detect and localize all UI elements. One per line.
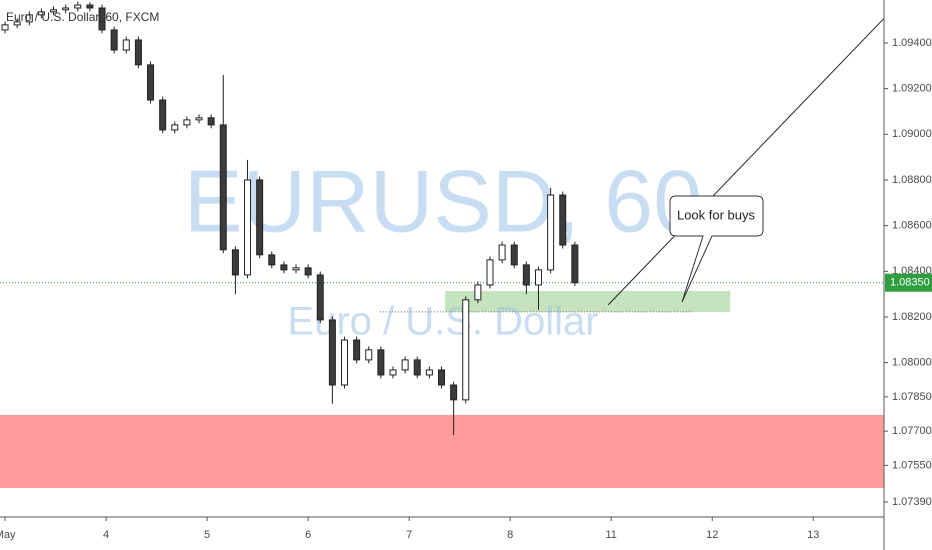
candle-body [25, 14, 33, 23]
candle-body [316, 274, 324, 321]
candle-body [268, 254, 276, 266]
candle-body [110, 29, 118, 51]
candle-body [147, 64, 155, 101]
last-price-label: 1.08350 [890, 277, 930, 289]
candle-body [280, 264, 288, 271]
watermark: EURUSD, 60 [184, 151, 702, 250]
candle-body [207, 117, 215, 126]
candle-body [50, 9, 58, 13]
candle-body [195, 117, 203, 121]
candle-body [365, 349, 373, 361]
candle-body [341, 339, 349, 386]
candle-body [559, 194, 567, 246]
y-tick-label: 1.07390 [892, 496, 932, 508]
candle-body [13, 21, 21, 26]
x-tick-label: 13 [807, 529, 819, 541]
x-tick-label: 12 [706, 529, 718, 541]
last-price-box [885, 273, 932, 292]
trend-line [607, 17, 885, 306]
candle-body [450, 384, 458, 401]
candle-body [86, 4, 94, 9]
candle-body [425, 369, 433, 376]
y-tick-label: 1.07850 [892, 391, 932, 403]
zones [0, 290, 884, 488]
x-tick-label: May [0, 529, 16, 541]
candle-body [462, 299, 470, 401]
candle-body [498, 244, 506, 261]
x-tick-label: 6 [305, 529, 311, 541]
candle-body [304, 267, 312, 276]
resistance-zone [0, 414, 884, 488]
callout-box [669, 195, 764, 303]
chart-title: Euro / U.S. Dollar, 60, FXCM [6, 10, 159, 24]
x-tick-label: 4 [103, 529, 109, 541]
candle-body [413, 359, 421, 376]
candle-body [547, 194, 555, 271]
y-tick-label: 1.09400 [892, 37, 932, 49]
candle-body [256, 179, 264, 256]
candle-body [389, 369, 397, 376]
plot [0, 1, 885, 436]
candle-body [98, 7, 106, 31]
candle-body [37, 11, 45, 16]
y-tick-label: 1.08000 [892, 357, 932, 369]
demand-zone [445, 290, 731, 312]
callout-text: Look for buys [677, 207, 756, 222]
y-tick-label: 1.09200 [892, 83, 932, 95]
candle-body [328, 319, 336, 386]
x-tick-label: 5 [204, 529, 210, 541]
candle-body [353, 339, 361, 361]
candle-body [534, 269, 542, 286]
candle-body [1, 24, 9, 31]
y-tick-label: 1.07550 [892, 459, 932, 471]
candle-body [437, 369, 445, 386]
candle-body [62, 7, 70, 11]
candle-body [171, 124, 179, 131]
x-tick-label: 7 [406, 529, 412, 541]
candle-body [159, 99, 167, 131]
candle-body [292, 267, 300, 271]
candle-body [401, 359, 409, 371]
candle-body [244, 179, 252, 276]
y-tick-label: 1.09000 [892, 128, 932, 140]
axes: 1.094001.092001.090001.088001.086001.084… [0, 37, 932, 541]
x-tick-label: 11 [606, 529, 617, 541]
candle-body [183, 119, 191, 126]
candle-body [377, 349, 385, 376]
y-tick-label: 1.07700 [892, 425, 932, 437]
candle-body [219, 124, 227, 251]
y-tick-label: 1.08600 [892, 220, 932, 232]
candle-body [486, 259, 494, 286]
candle-body [74, 4, 82, 9]
candle-body [122, 39, 130, 51]
candle-body [231, 249, 239, 276]
x-tick-label: 8 [507, 529, 513, 541]
callout: Look for buys [669, 195, 764, 303]
candle-body [571, 244, 579, 284]
candle-body [522, 264, 530, 286]
candle-body [134, 39, 142, 66]
y-tick-label: 1.08800 [892, 174, 932, 186]
candle-body [474, 284, 482, 301]
y-tick-label: 1.08200 [892, 311, 932, 323]
candle-body [510, 244, 518, 266]
watermark-subtitle: Euro / U.S. Dollar [287, 300, 598, 344]
